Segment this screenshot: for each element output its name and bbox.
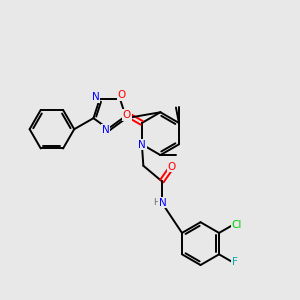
Text: Cl: Cl xyxy=(232,220,242,230)
Text: N: N xyxy=(158,198,166,208)
Text: H: H xyxy=(153,198,160,207)
Text: F: F xyxy=(232,257,238,267)
Text: N: N xyxy=(102,125,110,135)
Text: N: N xyxy=(92,92,100,102)
Text: O: O xyxy=(117,90,126,100)
Text: O: O xyxy=(123,110,131,120)
Text: O: O xyxy=(168,162,176,172)
Text: N: N xyxy=(138,140,146,150)
